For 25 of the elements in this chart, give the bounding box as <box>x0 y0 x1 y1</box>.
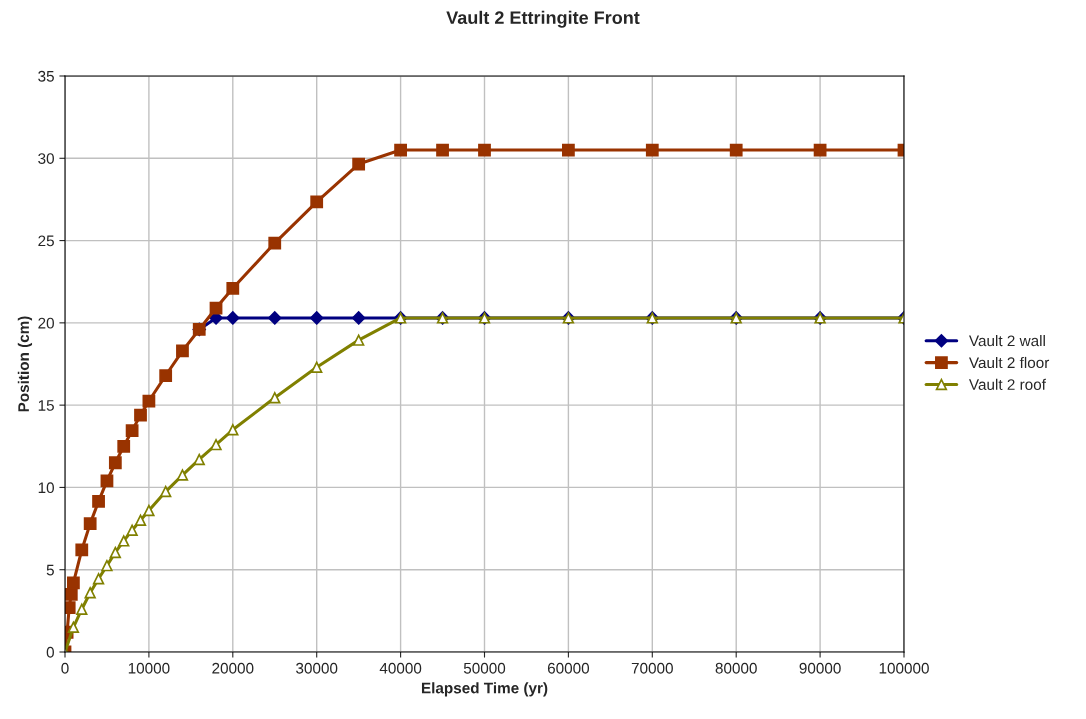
x-tick-label: 80000 <box>715 662 757 674</box>
x-tick-label: 20000 <box>212 662 254 674</box>
y-tick-label: 30 <box>38 153 54 164</box>
chart-title: Vault 2 Ettringite Front <box>446 10 640 28</box>
y-tick-label: 25 <box>38 235 54 247</box>
y-tick-label: 15 <box>38 400 54 411</box>
x-tick-label: 40000 <box>379 662 422 674</box>
legend-label: Vault 2 floor <box>968 356 1050 369</box>
x-tick-label: 30000 <box>296 662 338 674</box>
x-tick-label: 10000 <box>128 662 170 674</box>
x-tick-label: 50000 <box>463 662 506 674</box>
x-tick-label: 60000 <box>547 662 590 674</box>
x-axis-title: Elapsed Time (yr) <box>421 682 548 697</box>
legend-label: Vault 2 wall <box>968 335 1045 347</box>
x-tick-label: 100000 <box>879 662 929 674</box>
x-tick-label: 90000 <box>799 662 841 674</box>
y-tick-label: 0 <box>46 646 54 658</box>
y-tick-label: 10 <box>38 482 54 494</box>
x-tick-label: 70000 <box>631 662 673 674</box>
x-tick-label: 0 <box>61 662 69 674</box>
legend-label: Vault 2 roof <box>968 378 1046 390</box>
y-axis-title: Position (cm) <box>17 316 33 412</box>
y-tick-label: 5 <box>46 564 54 576</box>
y-tick-label: 35 <box>38 70 54 82</box>
y-tick-label: 20 <box>38 317 54 329</box>
